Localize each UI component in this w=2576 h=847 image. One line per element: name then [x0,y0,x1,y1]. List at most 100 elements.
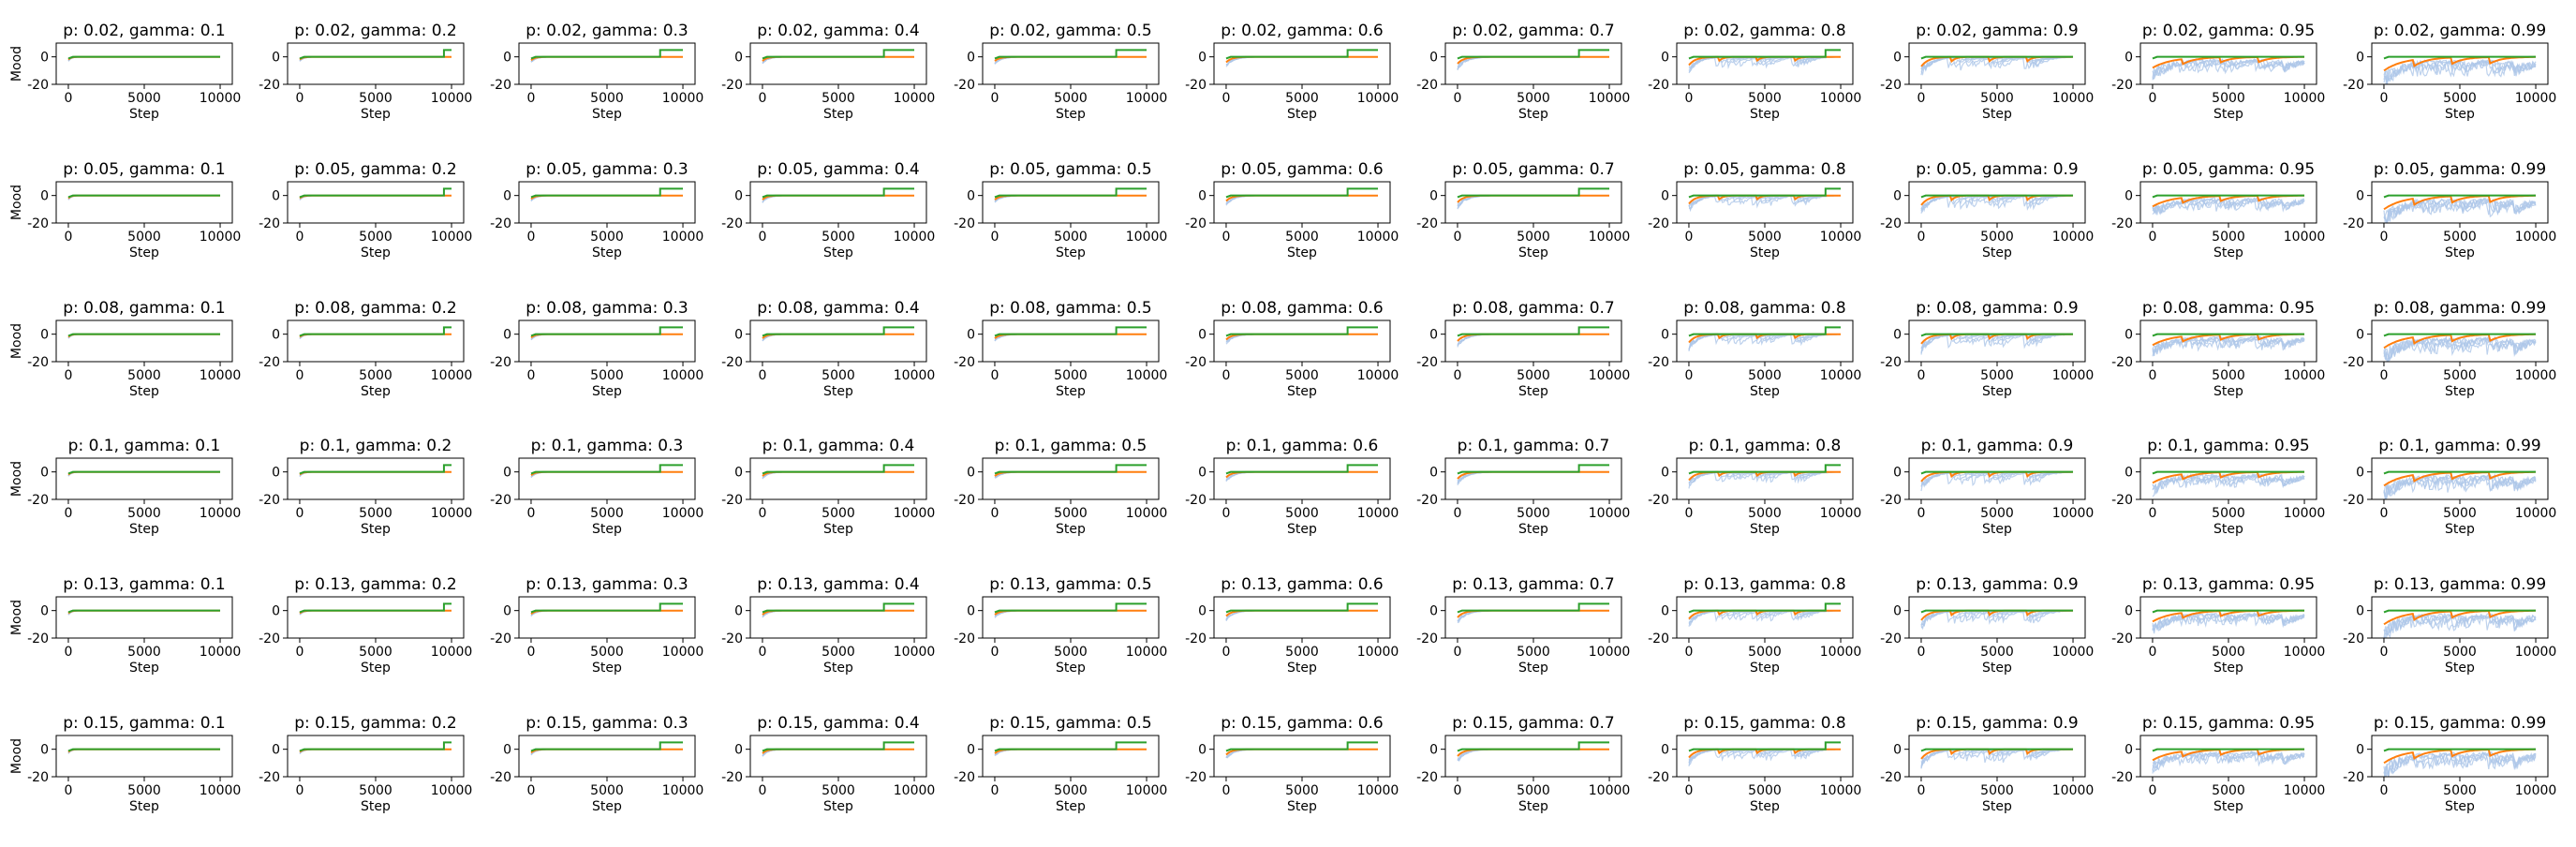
run-line [1225,749,1378,759]
subplot-title: p: 0.05, gamma: 0.3 [526,160,688,179]
subplot-p0.02-gamma0.8: -20 0 0 5000 10000 Step p: 0.02, gamma: 0.8 [1648,22,1861,122]
max-line [1920,55,2074,60]
run-line [1225,56,1378,66]
x-tick-label: 0 [1685,91,1694,106]
plot-area [1225,741,1379,759]
y-tick-label: -20 [490,632,511,646]
run-line [1225,749,1378,759]
run-line [2152,750,2305,773]
max-line [1457,49,1610,60]
run-line [1457,56,1609,70]
x-axis-label: Step [129,245,159,260]
run-line [1457,749,1609,762]
max-line [1688,464,1842,475]
subplot-title: p: 0.13, gamma: 0.95 [2142,575,2315,594]
plot-area [1457,326,1610,348]
x-axis-label: Step [2213,522,2243,537]
subplot-p0.05-gamma0.6: -20 0 0 5000 10000 Step p: 0.05, gamma: 0.6 [1185,160,1399,260]
max-line [762,602,915,614]
x-axis-label: Step [823,522,853,537]
max-line [530,326,684,337]
max-line [67,55,221,60]
x-tick-label: 0 [527,783,536,798]
y-axis-label: Mood [9,600,24,635]
x-tick-label: 10000 [894,645,936,660]
plot-area [1920,194,2074,214]
x-tick-label: 5000 [1748,645,1782,660]
x-tick-label: 0 [2149,91,2157,106]
x-tick-label: 0 [2380,506,2389,521]
max-line [994,741,1147,752]
y-tick-label: 0 [40,51,49,66]
axes-frame [287,457,465,500]
x-tick-label: 0 [759,506,767,521]
plot-area [1688,326,1842,351]
y-tick-label: 0 [734,466,743,481]
y-tick-label: 0 [734,189,743,204]
y-tick-label: 0 [1429,328,1438,343]
subplot-title: p: 0.05, gamma: 0.4 [757,160,920,179]
x-tick-label: 5000 [1285,91,1319,106]
y-tick-label: 0 [2356,189,2364,204]
plot-area [2152,194,2305,215]
max-line [762,464,915,475]
run-line [1457,749,1609,762]
subplot-p0.15-gamma0.3: -20 0 0 5000 10000 Step p: 0.15, gamma: 0.3 [490,714,703,814]
x-tick-label: 5000 [1054,230,1088,245]
x-tick-label: 10000 [662,645,704,660]
y-tick-label: 0 [503,466,511,481]
x-axis-label: Step [361,245,391,260]
subplot-p0.1-gamma0.95: -20 0 0 5000 10000 Step p: 0.1, gamma: 0.95 [2111,437,2325,537]
subplot-title: p: 0.08, gamma: 0.8 [1683,299,1846,318]
x-tick-label: 5000 [1748,506,1782,521]
run-line [1457,610,1609,622]
x-tick-label: 0 [65,645,73,660]
y-tick-label: -20 [954,632,975,646]
subplot-title: p: 0.05, gamma: 0.7 [1452,160,1615,179]
x-tick-label: 5000 [1980,368,2014,383]
x-tick-label: 10000 [2052,645,2095,660]
subplot-p0.02-gamma0.6: -20 0 0 5000 10000 Step p: 0.02, gamma: 0.6 [1185,22,1399,122]
y-tick-label: -20 [1185,355,1207,370]
subplot-p0.08-gamma0.3: -20 0 0 5000 10000 Step p: 0.08, gamma: 0.3 [490,299,703,399]
x-tick-label: 5000 [822,783,855,798]
plot-area [1457,187,1610,210]
y-tick-label: -20 [259,632,280,646]
subplot-p0.02-gamma0.7: -20 0 0 5000 10000 Step p: 0.02, gamma: 0.7 [1416,22,1630,122]
x-tick-label: 10000 [2284,91,2326,106]
subplot-title: p: 0.02, gamma: 0.4 [757,22,920,40]
max-line [67,333,221,337]
max-line [1688,49,1842,60]
y-tick-label: -20 [259,78,280,93]
y-tick-label: 0 [1198,466,1207,481]
x-tick-label: 10000 [1126,645,1168,660]
x-tick-label: 5000 [1980,506,2014,521]
x-tick-label: 5000 [1054,645,1088,660]
y-tick-label: 0 [734,604,743,619]
y-tick-label: 0 [1429,51,1438,66]
y-tick-label: -20 [1648,770,1669,785]
run-line [1225,749,1378,759]
x-tick-label: 10000 [200,91,242,106]
subplot-p0.1-gamma0.2: -20 0 0 5000 10000 Step p: 0.1, gamma: 0.2 [259,437,472,537]
max-line [994,602,1147,614]
x-tick-label: 0 [2149,230,2157,245]
x-tick-label: 0 [2380,91,2389,106]
x-axis-label: Step [1287,245,1317,260]
x-tick-label: 10000 [662,91,704,106]
plot-area [1920,748,2074,769]
x-axis-label: Step [823,384,853,399]
x-tick-label: 0 [759,230,767,245]
x-tick-label: 0 [527,506,536,521]
x-tick-label: 5000 [822,91,855,106]
x-tick-label: 5000 [2212,783,2245,798]
subplot-p0.13-gamma0.2: -20 0 0 5000 10000 Step p: 0.13, gamma: 0.2 [259,575,472,676]
x-axis-label: Step [1287,799,1317,814]
x-axis-label: Step [1287,384,1317,399]
max-line [1225,464,1379,475]
subplot-p0.08-gamma0.9: -20 0 0 5000 10000 Step p: 0.08, gamma: 0.9 [1880,299,2094,399]
y-tick-label: -20 [954,216,975,231]
y-tick-label: -20 [1185,770,1207,785]
subplot-p0.1-gamma0.5: -20 0 0 5000 10000 Step p: 0.1, gamma: 0.5 [954,437,1167,537]
subplot-title: p: 0.08, gamma: 0.3 [526,299,688,318]
